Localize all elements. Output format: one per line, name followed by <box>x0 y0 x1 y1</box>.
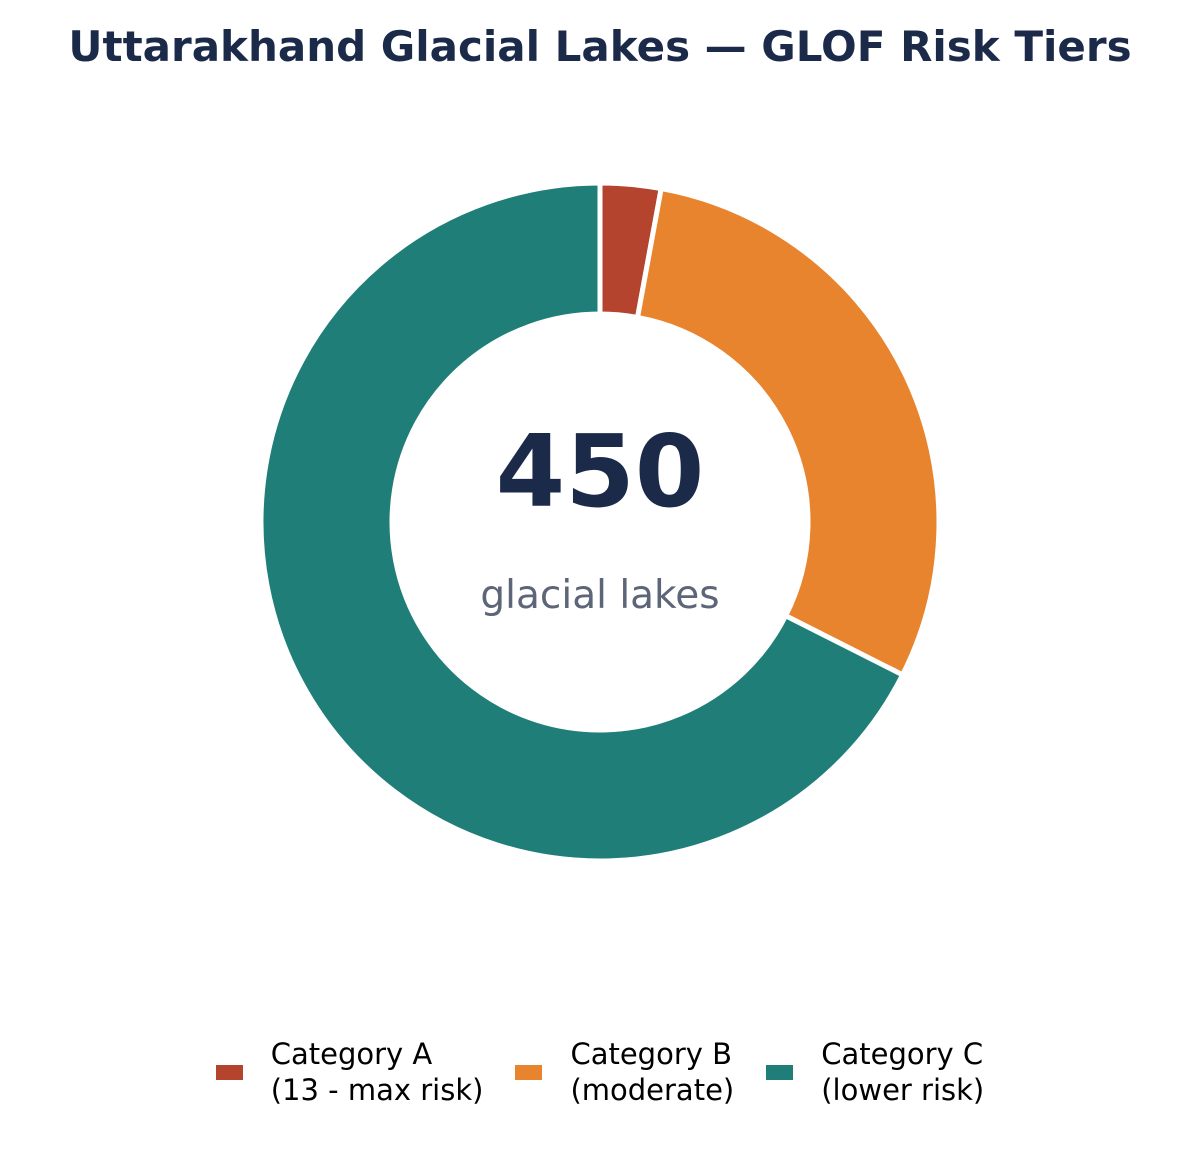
legend-label-category-a: Category A <box>270 1037 433 1071</box>
chart-legend: Category A (13 - max risk) Category B (m… <box>0 1036 1200 1108</box>
legend-detail-category-b: (moderate) <box>570 1073 735 1107</box>
donut-slice-category-c <box>258 180 906 864</box>
legend-swatch-category-b <box>515 1064 543 1080</box>
legend-label-category-c: Category C <box>821 1037 984 1071</box>
legend-swatch-category-a <box>215 1064 243 1080</box>
donut-slice-category-b <box>634 185 942 679</box>
chart-title: Uttarakhand Glacial Lakes — GLOF Risk Ti… <box>68 22 1132 71</box>
center-total-label: glacial lakes <box>480 573 719 618</box>
legend-item-category-b: Category B (moderate) <box>515 1036 734 1108</box>
legend-item-category-c: Category C (lower risk) <box>766 1036 984 1108</box>
legend-label-category-b: Category B <box>570 1037 733 1071</box>
legend-detail-category-c: (lower risk) <box>821 1073 985 1107</box>
legend-swatch-category-c <box>766 1064 794 1080</box>
legend-item-category-a: Category A (13 - max risk) <box>215 1036 484 1108</box>
legend-detail-category-a: (13 - max risk) <box>270 1073 484 1107</box>
center-total-value: 450 <box>496 413 705 530</box>
donut-slices <box>258 180 942 864</box>
donut-chart: 450 glacial lakes <box>258 180 942 864</box>
